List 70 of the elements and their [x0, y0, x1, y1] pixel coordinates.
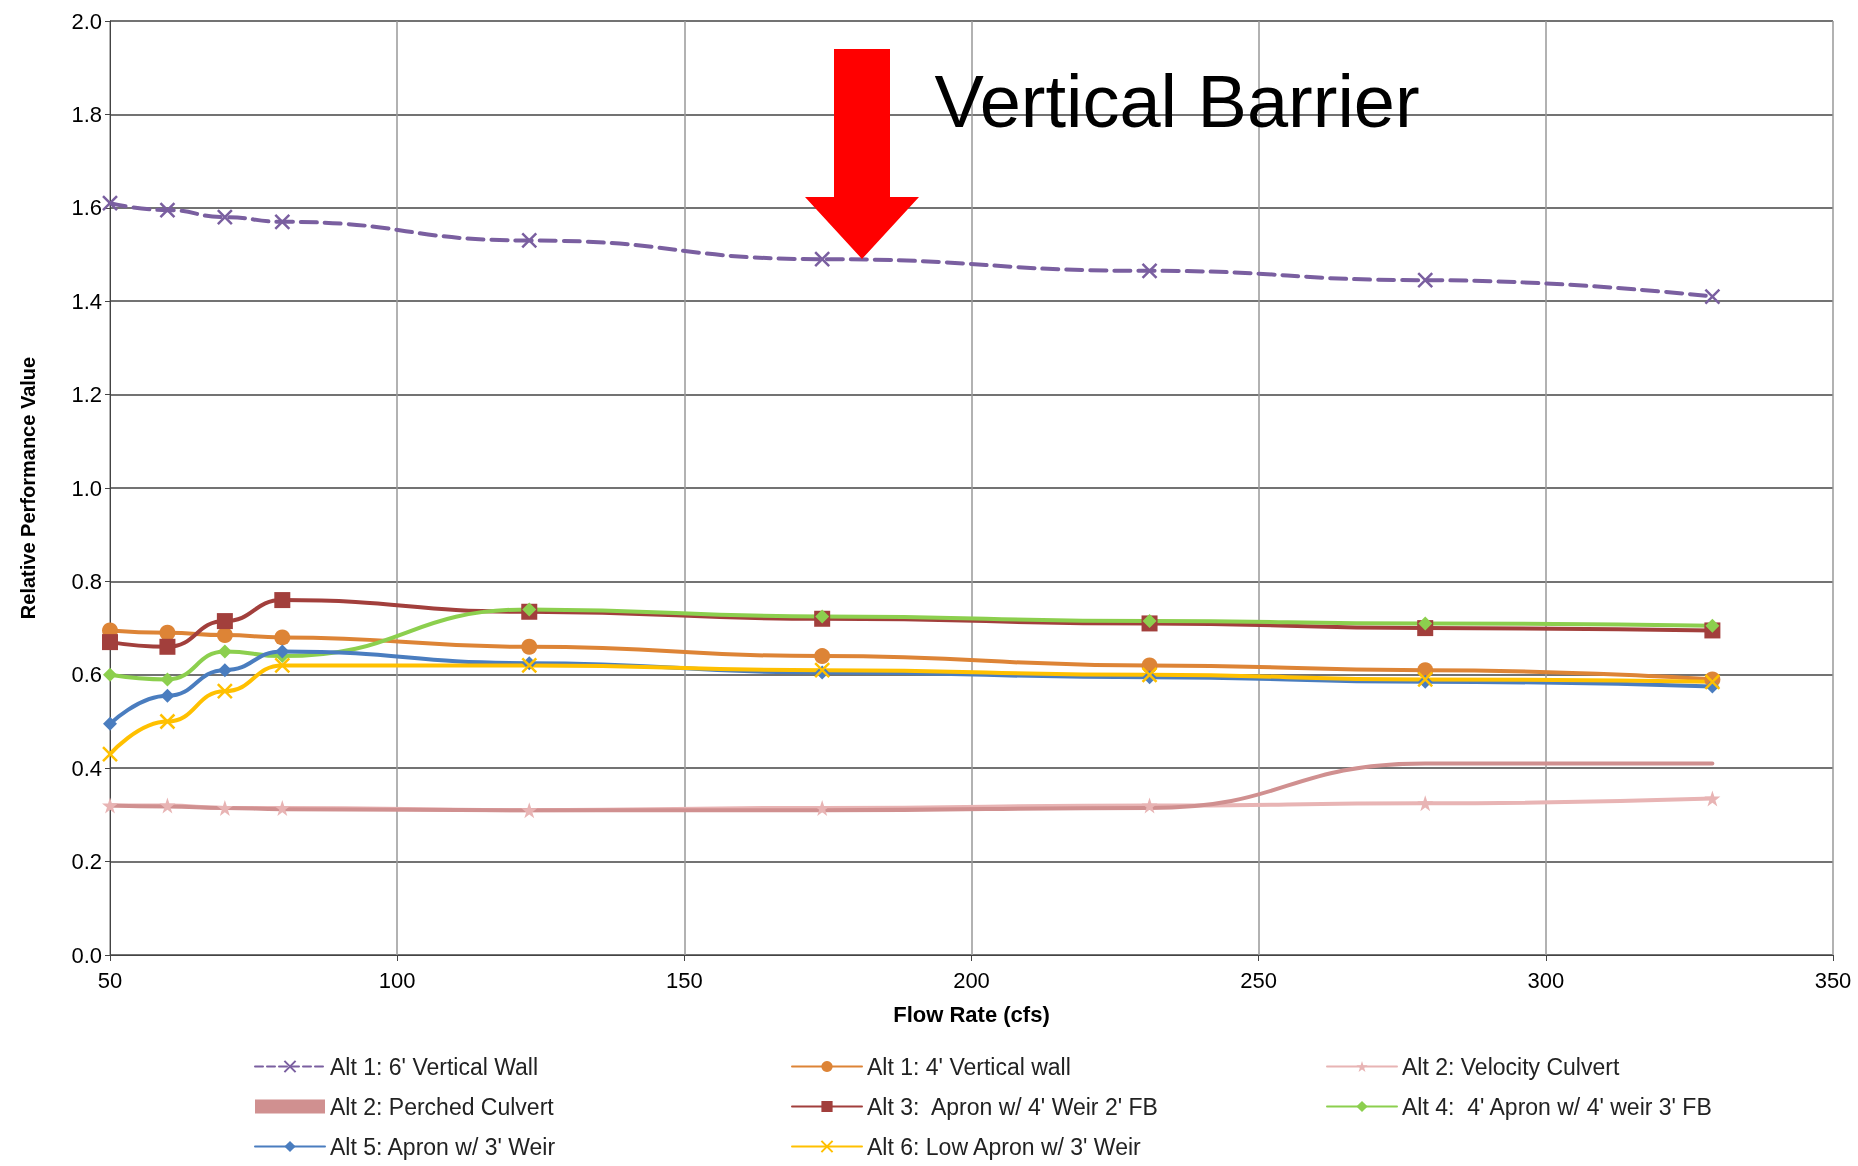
x-tick-label: 250 [1240, 967, 1278, 993]
point [274, 629, 291, 646]
y-tick-label: 1.6 [71, 195, 102, 221]
x-tick-label: 350 [1814, 967, 1852, 993]
legend-label: Alt 1: 6' Vertical Wall [330, 1053, 539, 1080]
point [160, 672, 175, 687]
point [1141, 666, 1158, 684]
y-tick-label: 0.8 [71, 568, 102, 594]
legend-label: Alt 3: Apron w/ 4' Weir 2' FB [867, 1093, 1158, 1120]
point [274, 657, 291, 674]
point [102, 634, 118, 651]
point [1141, 797, 1158, 814]
point [159, 201, 176, 219]
point [216, 799, 233, 816]
y-tick-label: 1.2 [71, 382, 102, 408]
legend-label: Alt 4: 4' Apron w/ 4' weir 3' FB [1402, 1093, 1712, 1120]
point [217, 644, 232, 659]
y-tick-label: 0.2 [71, 849, 102, 875]
point [521, 232, 538, 249]
point [103, 716, 117, 731]
point [813, 661, 831, 679]
y-tick-label: 1.0 [71, 475, 102, 501]
x-tick-label: 200 [953, 967, 990, 993]
x-axis-title: Flow Rate (cfs) [893, 1001, 1050, 1027]
point [102, 797, 118, 814]
point [217, 663, 232, 678]
point [521, 802, 538, 819]
point [1418, 616, 1433, 631]
legend-label: Alt 2: Velocity Culvert [1402, 1053, 1620, 1080]
legend-label: Alt 6: Low Apron w/ 3' Weir [867, 1133, 1142, 1160]
point [216, 613, 233, 630]
x-tick-label: 50 [97, 967, 123, 993]
y-tick-label: 0.6 [71, 662, 102, 688]
point [275, 644, 290, 659]
point [159, 638, 176, 655]
x-tick-label: 300 [1527, 967, 1565, 993]
point [216, 627, 233, 644]
y-tick-label: 2.0 [71, 8, 102, 34]
point [521, 638, 538, 655]
point [1704, 288, 1721, 305]
point [160, 688, 175, 703]
x-tick-label: 150 [665, 967, 703, 993]
point [159, 624, 176, 641]
point [101, 194, 119, 212]
x-tick-label: 100 [378, 967, 416, 993]
point [1416, 271, 1434, 289]
point [274, 799, 291, 816]
annotation: Vertical Barrier [934, 59, 1420, 145]
y-tick-label: 0.4 [71, 755, 102, 781]
point [1417, 795, 1434, 812]
point [274, 213, 291, 231]
legend-label: Alt 1: 4' Vertical wall [867, 1053, 1071, 1080]
legend-label: Alt 5: Apron w/ 3' Weir [330, 1133, 556, 1160]
legend-label: Alt 2: Perched Culvert [330, 1093, 555, 1120]
point [1141, 262, 1158, 280]
point [216, 682, 234, 700]
point [159, 713, 176, 730]
point [103, 667, 117, 682]
point [159, 797, 176, 814]
point [813, 250, 831, 268]
y-tick-label: 1.8 [71, 101, 102, 127]
y-axis-title: Relative Performance Value [17, 356, 39, 620]
y-tick-label: 1.4 [71, 288, 102, 314]
point [1704, 790, 1721, 807]
point [1705, 618, 1720, 633]
point [274, 592, 291, 609]
point [216, 208, 234, 226]
point [814, 648, 831, 665]
point [101, 745, 119, 763]
y-tick-label: 0.0 [71, 942, 102, 968]
